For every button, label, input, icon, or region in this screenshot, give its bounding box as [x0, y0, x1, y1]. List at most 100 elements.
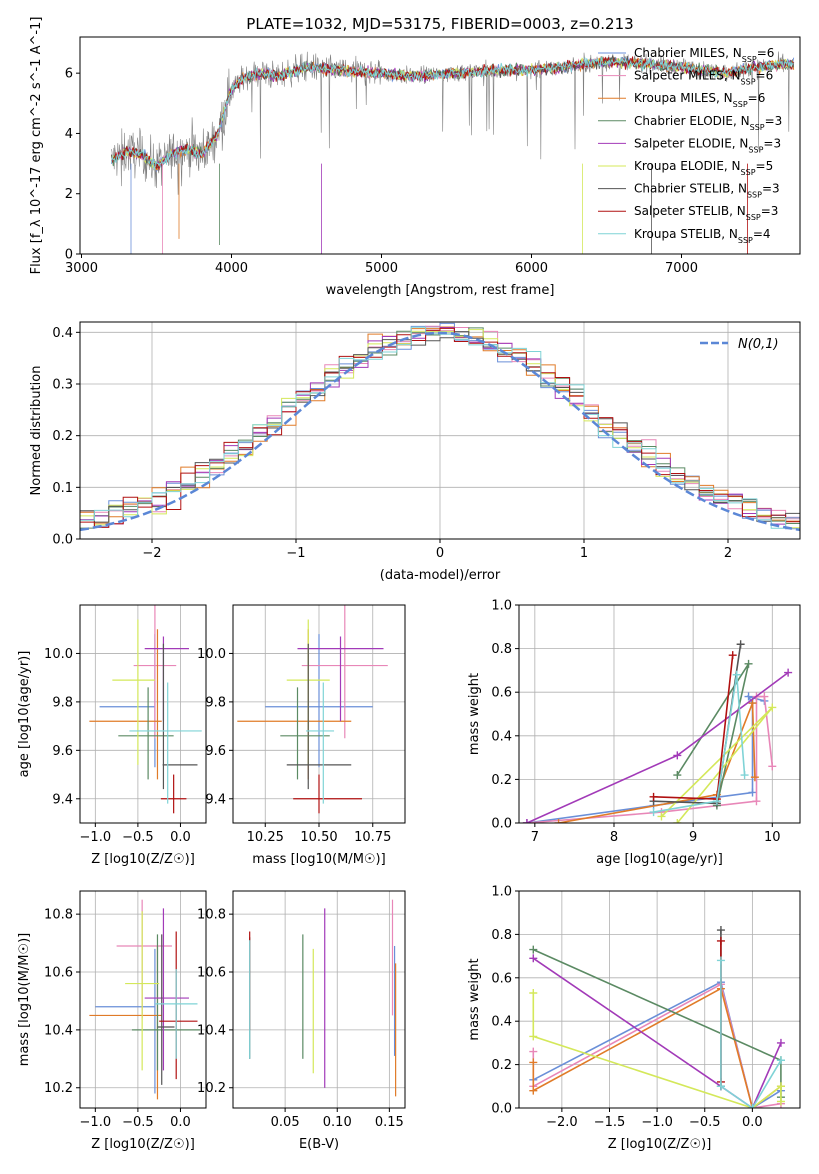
y-tick-label: 10.8: [197, 908, 226, 923]
plot-area: [529, 926, 785, 1108]
y-tick-label: 0: [65, 248, 73, 263]
x-tick-label: 0.0: [170, 830, 191, 845]
y-tick-label: 0.8: [491, 928, 512, 943]
weight-marker-5-0: [673, 819, 682, 823]
axes-frame: [518, 604, 801, 824]
chart-weight-vs-Z: −2.0 −1.5 −1.0 −0.5 0.0 0.0 0.2 0.4 0.6 0.8 1.0 Z […: [467, 885, 801, 1152]
x-tick-label: 0.15: [375, 1115, 404, 1130]
legend-label-7: Salpeter STELIB, NSSP=3: [634, 204, 778, 222]
y-tick-label: 0.2: [491, 773, 512, 788]
y-tick-label: 0.6: [491, 971, 512, 986]
weight-marker-5-3: [776, 1082, 785, 1091]
weight-marker-7-0: [649, 792, 658, 801]
y-tick-label: 0.2: [491, 1058, 512, 1073]
x-tick-label: −0.5: [689, 1115, 721, 1130]
legend-label-3: Chabrier ELODIE, NSSP=3: [634, 114, 782, 132]
axes-frame: [232, 890, 406, 1109]
x-tick-label: 8: [610, 830, 618, 845]
legend-label-4: Salpeter ELODIE, NSSP=3: [634, 136, 781, 154]
y-tick-label: 10.2: [44, 1081, 73, 1096]
x-axis-label: age [log10(age/yr)]: [596, 852, 723, 867]
x-axis-label: wavelength [Angstrom, rest frame]: [326, 283, 555, 298]
weight-marker-4-2: [784, 668, 793, 677]
x-tick-label: −1: [286, 546, 305, 561]
x-tick-label: −1.0: [641, 1115, 673, 1130]
x-tick-label: 0.0: [170, 1115, 191, 1130]
plot-area: [249, 899, 397, 1097]
weight-marker-8-1: [712, 797, 721, 806]
x-tick-label: −2: [142, 546, 161, 561]
weight-marker-1-2: [752, 797, 761, 806]
y-tick-label: 0.4: [52, 326, 73, 341]
x-tick-label: 0: [436, 546, 444, 561]
weight-marker-4-0: [529, 954, 538, 963]
x-tick-label: 0.10: [323, 1115, 352, 1130]
x-tick-label: 9: [689, 830, 697, 845]
x-tick-label: 1: [580, 546, 588, 561]
axes-frame: [518, 890, 801, 1109]
weight-marker-8-3: [776, 1056, 785, 1065]
histogram-step-7: [80, 327, 800, 528]
chart-spectrum: Chabrier MILES, NSSP=6 Salpeter MILES, NS…: [29, 17, 801, 298]
x-tick-label: 6000: [515, 261, 548, 276]
y-tick-label: 10.0: [44, 647, 73, 662]
histogram-step-5: [80, 329, 800, 529]
weight-marker-8-2: [748, 1104, 757, 1108]
x-tick-label: 10: [764, 830, 781, 845]
y-tick-label: 0.0: [491, 1102, 512, 1117]
y-tick-label: 9.4: [52, 792, 73, 807]
x-axis-label: Z [log10(Z/Z☉)]: [91, 852, 195, 867]
y-tick-label: 10.6: [197, 966, 226, 981]
y-tick-label: 0.2: [52, 429, 73, 444]
weight-marker-0-4: [744, 692, 753, 701]
weight-marker-5-2: [657, 812, 666, 821]
y-axis-label: mass weight: [467, 958, 482, 1040]
y-tick-label: 10.4: [197, 1023, 226, 1038]
weight-marker-4-0: [522, 819, 531, 823]
weight-marker-2-0: [529, 1058, 538, 1067]
x-tick-label: 0.05: [271, 1115, 300, 1130]
chart-weight-vs-age: 7 8 9 10 0.0 0.2 0.4 0.6 0.8 1.0 age [log10(age/yr…: [467, 599, 801, 867]
y-tick-label: 9.8: [205, 695, 226, 710]
x-tick-label: −0.5: [122, 830, 154, 845]
weight-marker-8-0: [716, 956, 725, 965]
weight-marker-7-0: [716, 936, 725, 945]
x-tick-label: −1.0: [80, 1115, 112, 1130]
weight-marker-8-2: [732, 670, 741, 679]
histogram-step-6: [80, 331, 800, 523]
y-tick-label: 0.8: [491, 642, 512, 657]
weight-marker-4-1: [673, 751, 682, 760]
y-tick-label: 0.0: [52, 533, 73, 548]
chart-mass-vs-Z: −1.0 −0.5 0.0 10.2 10.4 10.6 10.8 Z [log10(Z/Z☉…: [17, 890, 207, 1152]
axes-frame: [79, 36, 801, 255]
y-axis-label: mass weight: [467, 673, 482, 755]
weight-marker-6-0: [716, 926, 725, 935]
weight-marker-8-0: [649, 808, 658, 817]
weight-marker-6-2: [736, 640, 745, 649]
plot-area: [89, 605, 202, 814]
weight-marker-1-5: [768, 762, 777, 771]
y-tick-label: 0.4: [491, 729, 512, 744]
chart-residuals: N(0,1) −2 −1 0 1 2 0.0 0.1 0.2 0.3 0.4 (data-model)…: [29, 321, 801, 583]
weight-line-2: [558, 702, 756, 823]
x-axis-label: E(B-V): [299, 1137, 339, 1152]
y-axis-label: age [log10(age/yr)]: [17, 651, 32, 778]
x-axis-label: (data-model)/error: [380, 568, 501, 583]
y-tick-label: 0.4: [491, 1015, 512, 1030]
weight-marker-3-1: [744, 659, 753, 668]
weight-line-8: [653, 674, 746, 813]
y-tick-label: 1.0: [491, 885, 512, 900]
x-tick-label: −2.0: [546, 1115, 578, 1130]
y-tick-label: 0.3: [52, 378, 73, 393]
legend-label-2: Kroupa MILES, NSSP=6: [634, 91, 765, 109]
chart-age-vs-Z: −1.0 −0.5 0.0 9.4 9.6 9.8 10.0 Z [log10(Z/Z☉)] a…: [17, 604, 207, 867]
axes-frame: [79, 890, 207, 1109]
y-tick-label: 0.1: [52, 481, 73, 496]
x-tick-label: −0.5: [122, 1115, 154, 1130]
weight-marker-8-3: [740, 771, 749, 780]
subplots: Chabrier MILES, NSSP=6 Salpeter MILES, NS…: [17, 17, 801, 1152]
y-tick-label: 2: [65, 187, 73, 202]
x-tick-label: 7000: [665, 261, 698, 276]
y-tick-label: 10.2: [197, 1081, 226, 1096]
weight-marker-2-1: [529, 1086, 538, 1095]
